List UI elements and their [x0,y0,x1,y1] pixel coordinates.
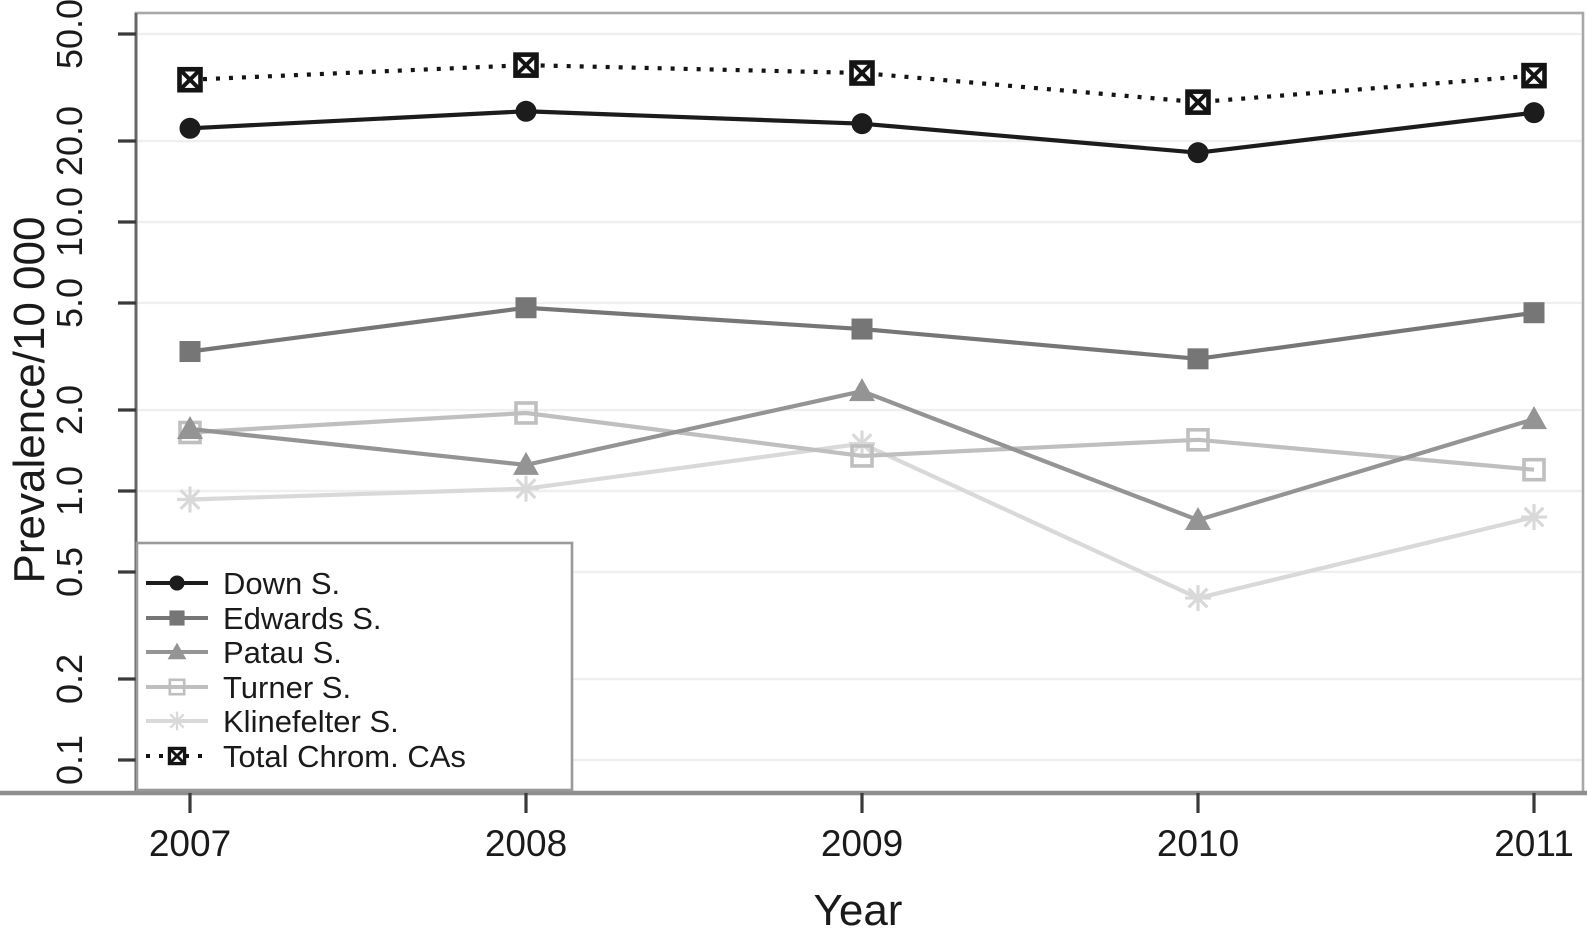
marker-down-s [1187,142,1209,164]
legend-label-total-chrom-cas: Total Chrom. CAs [223,739,466,774]
y-tick-label: 0.1 [49,735,90,785]
marker-edwards-s [1523,302,1545,324]
series-down-s [179,100,1545,164]
marker-klinefelter-s [179,488,201,510]
legend-item-klinefelter-s: Klinefelter S. [146,704,399,739]
marker-down-s [179,117,201,139]
marker-total-chrom-cas [514,53,538,78]
legend-item-down-s: Down S. [146,566,340,601]
marker-turner-s [1186,428,1210,452]
x-tick-label: 2007 [149,823,231,864]
legend-label-patau-s: Patau S. [223,635,342,670]
marker-edwards-s [851,318,873,340]
y-tick-label: 20.0 [49,106,90,176]
series-edwards-s [179,297,1545,370]
marker-total-chrom-cas [1186,90,1210,115]
y-tick-label: 2.0 [49,385,90,435]
marker-total-chrom-cas [1522,63,1546,88]
marker-patau-s [1185,507,1211,531]
series-patau-s [177,378,1547,531]
y-tick-label: 5.0 [49,278,90,328]
y-tick-label: 0.2 [49,654,90,704]
legend-marker-patau-s [167,642,187,660]
series-line-turner-s [189,410,1535,472]
marker-down-s [1523,102,1545,124]
legend-marker-down-s [169,575,185,591]
marker-klinefelter-s [1523,506,1545,528]
series-line-total-chrom-cas [189,63,1535,105]
x-axis-title: Year [814,886,903,935]
marker-down-s [851,113,873,135]
legend-marker-klinefelter-s [169,713,185,729]
legend-label-klinefelter-s: Klinefelter S. [223,704,399,739]
legend-box [135,541,574,792]
legend-item-patau-s: Patau S. [146,635,342,670]
series-total-chrom-cas [177,52,1547,115]
marker-total-chrom-cas [850,61,874,85]
marker-patau-s [849,378,875,402]
marker-klinefelter-s [851,433,873,455]
marker-turner-s [514,401,538,425]
legend-item-turner-s: Turner S. [146,670,351,705]
legend-marker-edwards-s [169,610,185,626]
x-tick-label: 2010 [1157,823,1239,864]
marker-total-chrom-cas [178,67,202,92]
legend-label-turner-s: Turner S. [223,670,351,705]
marker-patau-s [1521,406,1547,430]
series-turner-s [178,401,1546,482]
x-tick-label: 2011 [1494,823,1574,864]
series-layer [177,52,1547,612]
y-axis-title: Prevalence/10 000 [5,217,54,584]
legend-marker-total-chrom-cas [168,747,186,765]
legend-label-down-s: Down S. [223,566,340,601]
legend-marker-turner-s [168,678,186,696]
marker-down-s [515,100,537,122]
legend-item-edwards-s: Edwards S. [146,601,382,636]
legend-label-edwards-s: Edwards S. [223,601,382,636]
marker-edwards-s [179,341,201,363]
marker-klinefelter-s [515,478,537,500]
legend-item-total-chrom-cas: Total Chrom. CAs [146,739,466,774]
y-tick-label: 10.0 [49,187,90,257]
series-klinefelter-s [177,430,1547,612]
marker-edwards-s [515,297,537,319]
legend-layer: Down S.Edwards S.Patau S.Turner S.Klinef… [135,541,574,792]
y-tick-label: 0.5 [49,547,90,597]
marker-turner-s [1522,457,1546,482]
marker-klinefelter-s [1187,587,1209,609]
marker-turner-s [850,444,874,468]
marker-edwards-s [1187,348,1209,370]
y-tick-label: 50.0 [49,0,90,69]
x-tick-label: 2008 [485,823,567,864]
x-tick-label: 2009 [821,823,903,864]
marker-patau-s [177,416,203,440]
y-tick-label: 1.0 [49,466,90,516]
marker-patau-s [513,451,539,475]
